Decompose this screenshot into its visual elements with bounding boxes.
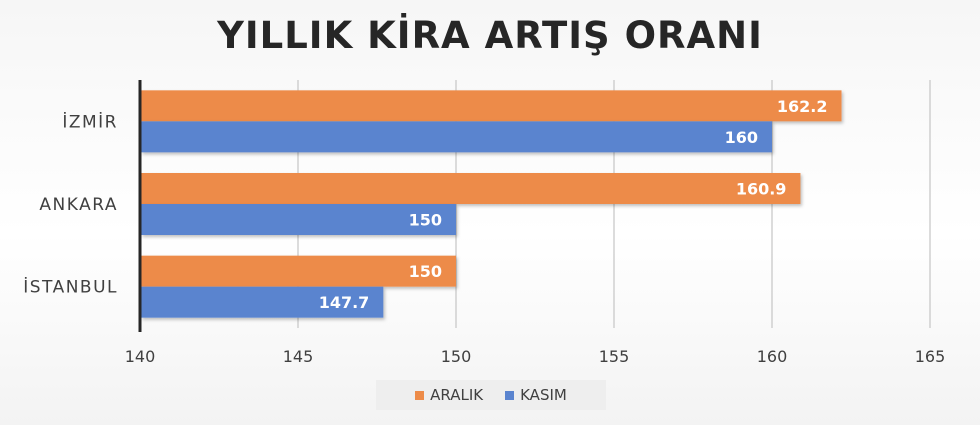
bar <box>141 286 384 318</box>
category-label: İZMİR <box>62 111 118 132</box>
legend-label-aralik: ARALIK <box>430 386 484 404</box>
x-tick-label: 165 <box>915 347 946 366</box>
bar <box>141 204 456 235</box>
legend: ARALIK KASIM <box>376 380 606 410</box>
chart-title: YILLIK KİRA ARTIŞ ORANI <box>217 14 763 57</box>
x-tick-label: 145 <box>283 347 314 366</box>
legend-swatch-kasim <box>505 390 515 400</box>
data-label: 150 <box>409 262 442 281</box>
data-label: 150 <box>409 211 442 230</box>
bar <box>141 173 801 204</box>
bar <box>141 121 772 153</box>
data-label: 147.7 <box>319 293 370 312</box>
data-label: 162.2 <box>777 97 828 116</box>
legend-item-aralik: ARALIK <box>415 386 483 404</box>
category-label: İSTANBUL <box>23 277 118 298</box>
bar <box>141 90 842 122</box>
x-tick-label: 155 <box>599 347 630 366</box>
x-tick-label: 160 <box>757 347 788 366</box>
legend-swatch-aralik <box>415 390 425 400</box>
category-label: ANKARA <box>39 195 118 215</box>
data-label: 160.9 <box>736 180 787 199</box>
legend-label-kasim: KASIM <box>520 386 567 404</box>
bar <box>141 255 456 287</box>
x-tick-label: 140 <box>125 347 156 366</box>
data-label: 160 <box>725 128 758 147</box>
legend-item-kasim: KASIM <box>505 386 567 404</box>
x-tick-label: 150 <box>441 347 472 366</box>
